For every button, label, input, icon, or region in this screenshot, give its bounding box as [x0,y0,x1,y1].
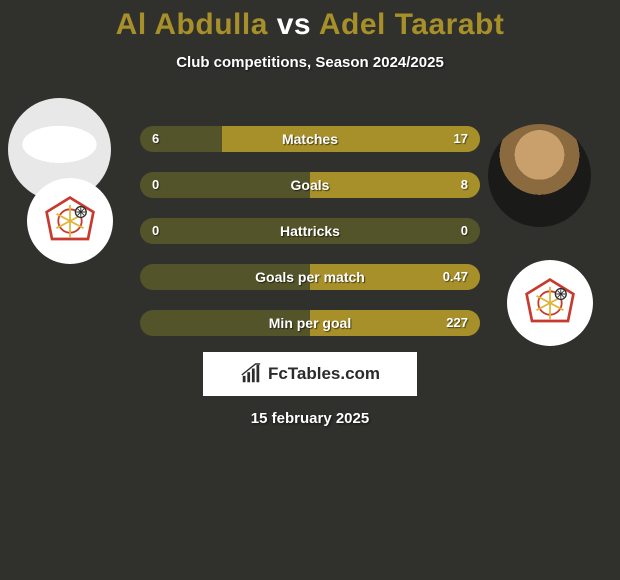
title-separator: vs [277,8,311,41]
player2-avatar [488,124,591,227]
stat-label: Matches [140,126,480,152]
stat-value-right: 0.47 [443,264,468,290]
bar-chart-icon [240,363,262,385]
stat-label: Goals [140,172,480,198]
club-crest-icon [43,194,97,248]
player2-club-badge [507,260,593,346]
stat-value-right: 8 [461,172,468,198]
stat-row: Goals0 8 [140,172,480,198]
brand-watermark: FcTables.com [203,352,417,396]
stat-value-left: 0 [152,172,159,198]
stat-value-left: 6 [152,126,159,152]
stat-row: Goals per match0.47 [140,264,480,290]
brand-text: FcTables.com [268,364,380,384]
stat-value-right: 227 [446,310,468,336]
player1-name: Al Abdulla [116,8,268,41]
stat-label: Min per goal [140,310,480,336]
stat-row: Hattricks0 0 [140,218,480,244]
stat-value-right: 0 [461,218,468,244]
player2-name: Adel Taarabt [319,8,505,41]
stat-label: Goals per match [140,264,480,290]
stat-row: Min per goal227 [140,310,480,336]
comparison-date: 15 february 2025 [0,410,620,427]
stat-value-right: 17 [454,126,468,152]
stat-value-left: 0 [152,218,159,244]
comparison-title: Al Abdulla vs Adel Taarabt [0,0,620,42]
comparison-subtitle: Club competitions, Season 2024/2025 [0,54,620,71]
club-crest-icon [523,276,577,330]
stats-container: Matches617Goals08Hattricks00Goals per ma… [140,126,480,356]
stat-row: Matches6 17 [140,126,480,152]
stat-label: Hattricks [140,218,480,244]
player1-club-badge [27,178,113,264]
